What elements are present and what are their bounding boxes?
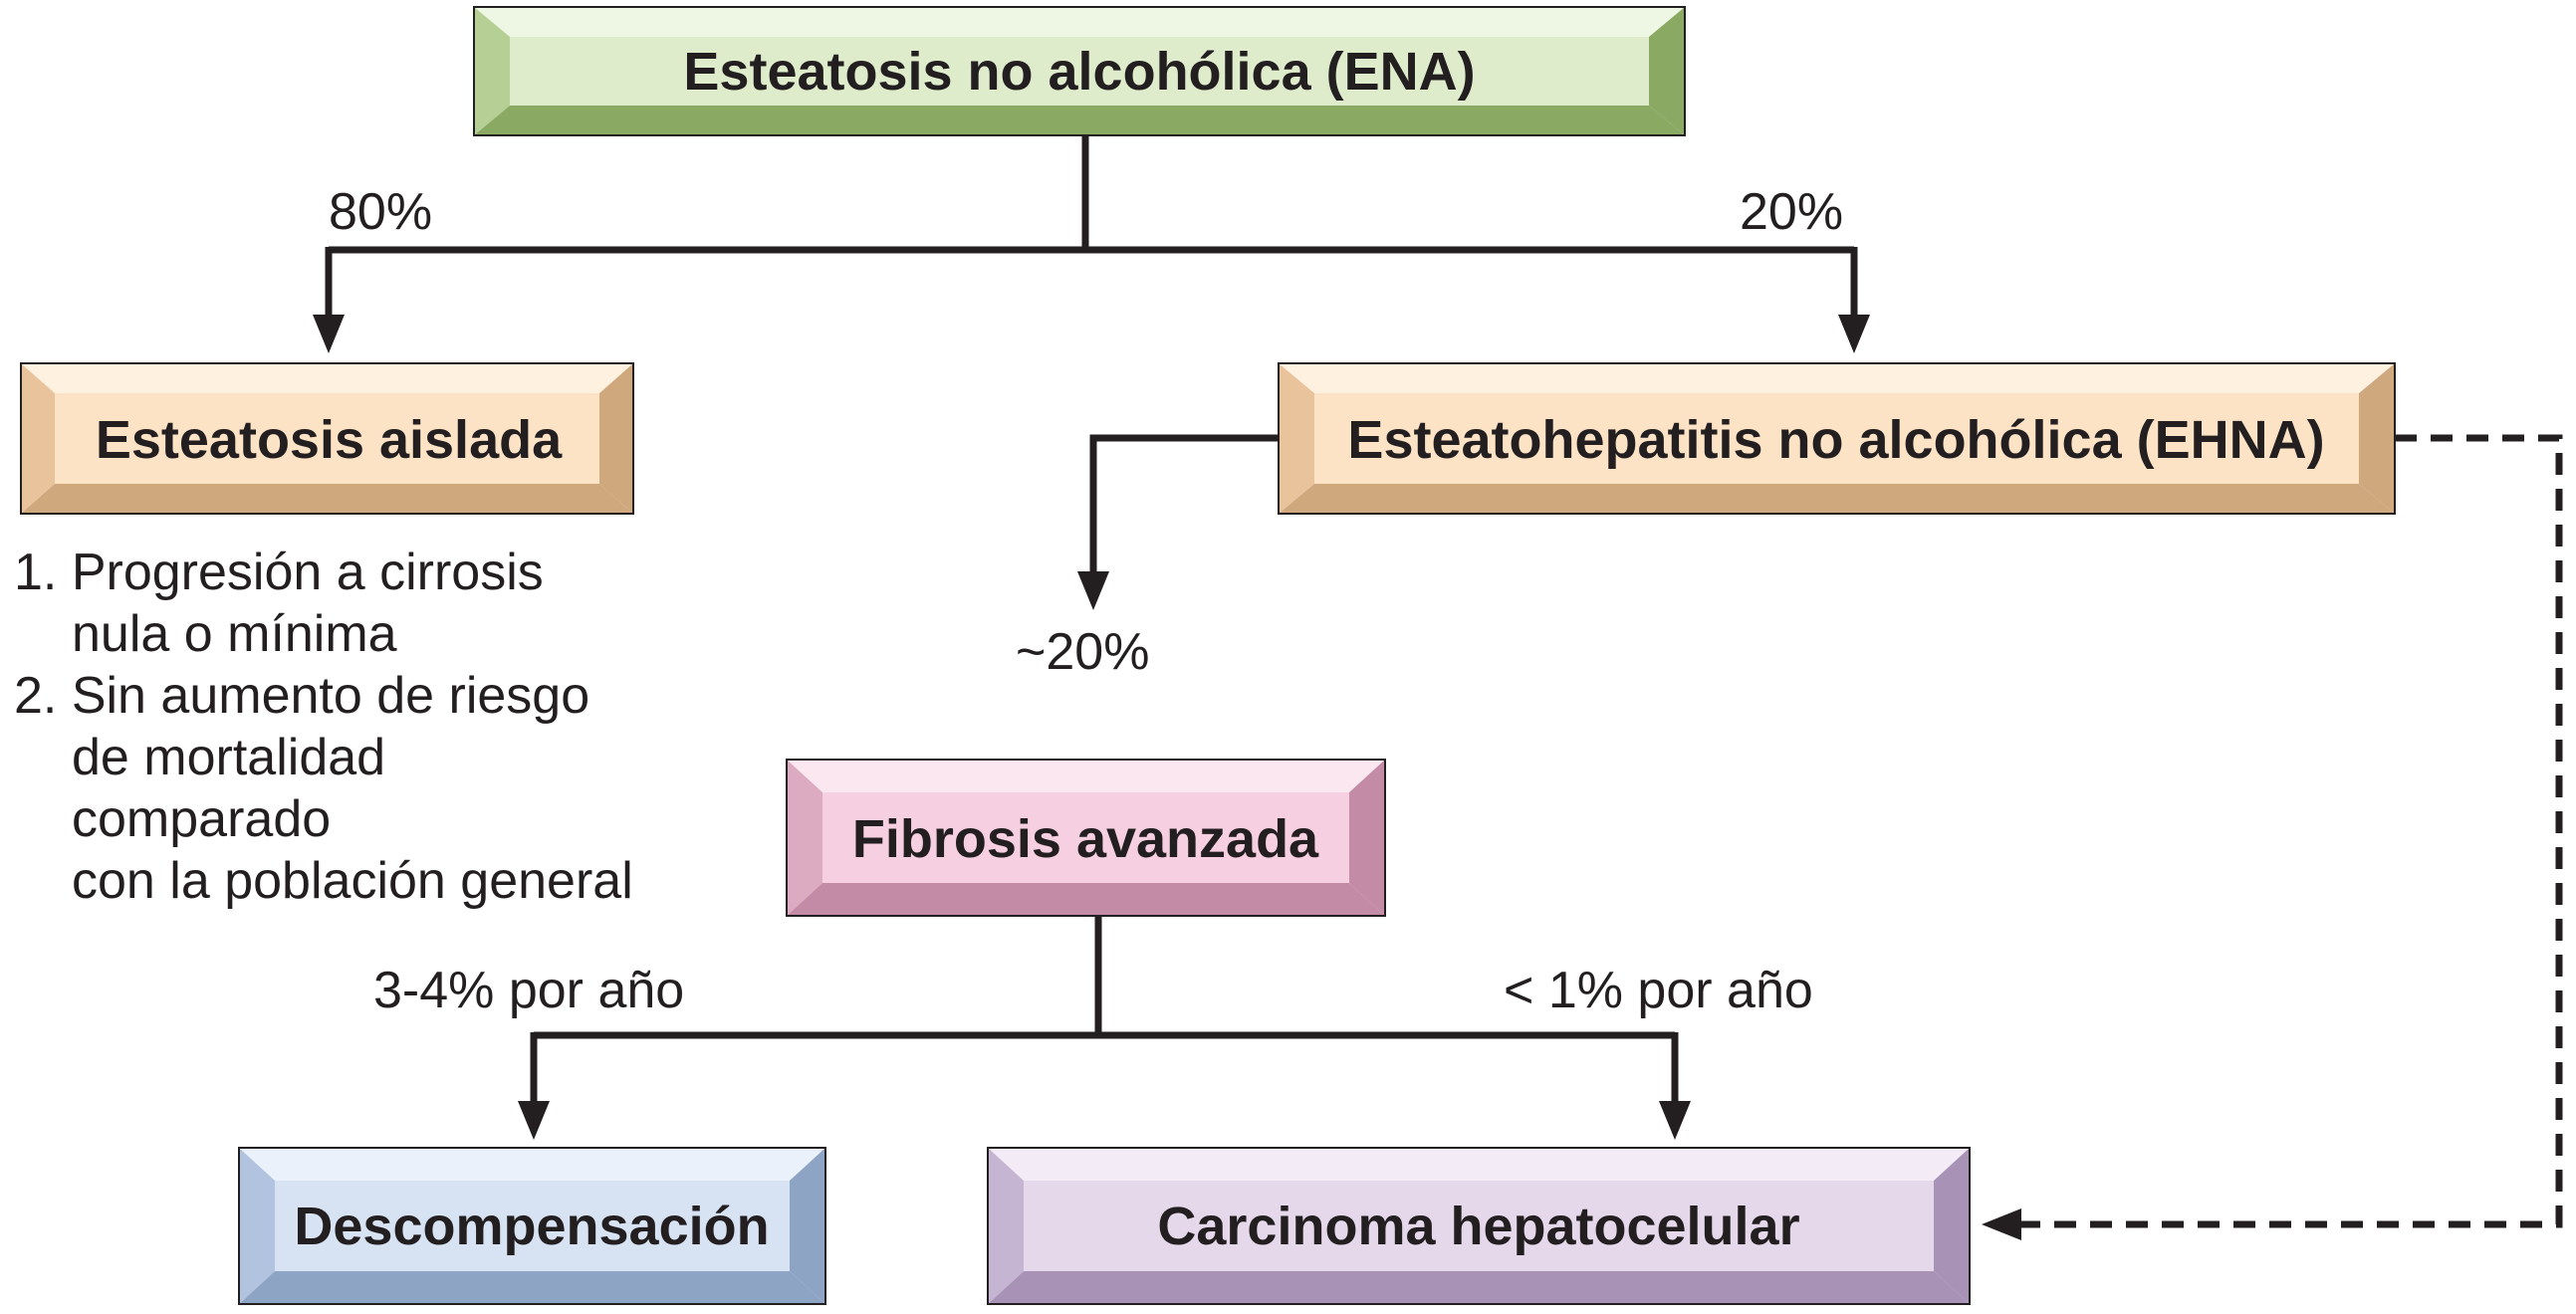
node-aislada-label: Esteatosis aislada <box>96 410 563 470</box>
connector-fibrosis-split <box>534 916 1675 1039</box>
edge-label-approx-20: ~20% <box>1016 623 1149 681</box>
node-descompensacion: Descompensación <box>238 1147 826 1305</box>
node-esteatosis-aislada: Esteatosis aislada <box>20 362 634 515</box>
node-fibrosis-label: Fibrosis avanzada <box>852 809 1319 869</box>
note-line-6: con la población general <box>72 852 633 910</box>
notes-aislada: 1. Progresión a cirrosis nula o mínima 2… <box>14 544 633 910</box>
node-ena-label: Esteatosis no alcohólica (ENA) <box>683 42 1475 102</box>
node-ehna-label: Esteatohepatitis no alcohólica (EHNA) <box>1347 410 2324 470</box>
arrowhead-fibrosis <box>1077 571 1109 610</box>
arrowhead-dashed-carcinoma <box>1982 1208 2021 1240</box>
node-ena: Esteatosis no alcohólica (ENA) <box>473 6 1686 136</box>
note-line-5: comparado <box>72 790 331 848</box>
node-carcinoma-label: Carcinoma hepatocelular <box>1157 1197 1799 1256</box>
arrow-ehna-to-fibrosis <box>1089 434 1279 575</box>
node-carcinoma: Carcinoma hepatocelular <box>987 1147 1971 1305</box>
connector-ena-split <box>329 135 1854 254</box>
note-line-1: 1. Progresión a cirrosis <box>14 544 544 601</box>
note-line-2: nula o mínima <box>72 605 397 663</box>
dashed-arrow-ehna-to-carcinoma <box>2021 434 2563 1228</box>
edge-label-3-4-por-ano: 3-4% por año <box>373 962 684 1019</box>
arrowhead-ehna <box>1838 315 1870 353</box>
note-line-4: de mortalidad <box>72 729 385 786</box>
edge-label-lt-1-por-ano: < 1% por año <box>1504 962 1813 1019</box>
note-line-3: 2. Sin aumento de riesgo <box>14 667 589 725</box>
node-fibrosis: Fibrosis avanzada <box>786 759 1386 917</box>
edge-label-80: 80% <box>329 183 432 241</box>
arrowhead-carcinoma <box>1659 1101 1691 1140</box>
arrowhead-aislada <box>313 315 345 353</box>
arrowhead-descompensacion <box>518 1101 550 1140</box>
edge-label-20: 20% <box>1740 183 1843 241</box>
node-descompensacion-label: Descompensación <box>294 1197 769 1256</box>
node-ehna: Esteatohepatitis no alcohólica (EHNA) <box>1278 362 2396 515</box>
